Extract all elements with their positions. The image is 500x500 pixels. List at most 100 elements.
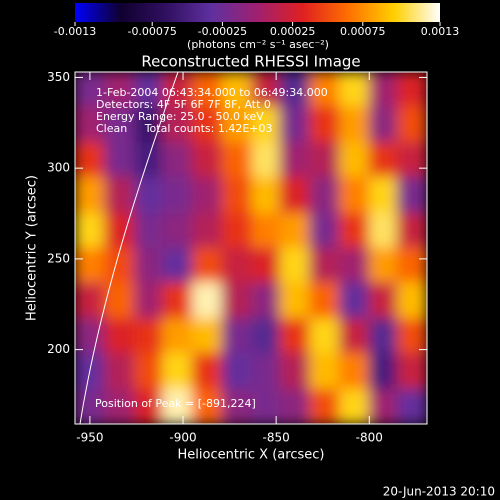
heatmap-cell [338, 318, 370, 354]
chart-title: Reconstructed RHESSI Image [141, 53, 360, 71]
heatmap-cell [309, 389, 340, 424]
heatmap-cell [251, 142, 281, 178]
heatmap-cell [309, 176, 340, 215]
heatmap-cell [396, 318, 427, 354]
heatmap-cell [221, 281, 253, 320]
heatmap-cell [75, 105, 106, 144]
heatmap-cells [75, 72, 427, 424]
heatmap-cell [279, 213, 311, 249]
annotations: 1-Feb-2004 06:43:34.000 to 06:49:34.000D… [96, 86, 328, 135]
heatmap-cell [251, 389, 281, 424]
annotation: Detectors: 4F 5F 6F 7F 8F, Att 0 [96, 98, 271, 111]
y-tick-label: 250 [47, 251, 70, 265]
heatmap-cell [338, 281, 370, 320]
heatmap-cell [396, 213, 427, 249]
heatmap-cell [309, 281, 340, 320]
heatmap-cell [396, 105, 427, 144]
heatmap-cell [368, 72, 398, 107]
heatmap-cell [368, 213, 398, 249]
heatmap-cell [134, 318, 164, 354]
heatmap-cell [368, 247, 398, 283]
heatmap-cell [396, 142, 427, 178]
colorbar-tick-label: -0.00075 [127, 25, 176, 38]
heatmap-cell [338, 389, 370, 424]
heatmap-cell [104, 318, 136, 354]
heatmap-cell [368, 352, 398, 391]
annotation: 1-Feb-2004 06:43:34.000 to 06:49:34.000 [96, 86, 328, 99]
heatmap-cell [191, 247, 223, 283]
heatmap-cell [191, 142, 223, 178]
heatmap-cell [191, 352, 223, 391]
heatmap-cell [338, 72, 370, 107]
plot-frame [74, 71, 428, 425]
heatmap-cell [251, 352, 281, 391]
y-tick-label: 300 [47, 161, 70, 175]
heatmap-cell [221, 318, 253, 354]
heatmap-cell [368, 389, 398, 424]
x-axis-label: Heliocentric X (arcsec) [178, 448, 325, 463]
heatmap-cell [309, 318, 340, 354]
y-tick-label: 200 [47, 342, 70, 356]
heatmap-cell [221, 72, 253, 107]
heatmap-cell [104, 213, 136, 249]
heatmap-cell [309, 72, 340, 107]
heatmap-cell [368, 318, 398, 354]
heatmap-cell [162, 105, 193, 144]
heatmap-cell [162, 389, 193, 424]
heatmap-cell [338, 105, 370, 144]
annotation: Energy Range: 25.0 - 50.0 keV [96, 110, 264, 123]
heatmap-cell [251, 247, 281, 283]
heatmap-cell [75, 176, 106, 215]
heatmap-cell [162, 281, 193, 320]
heatmap-cell [368, 142, 398, 178]
heatmap-cell [191, 176, 223, 215]
heatmap-cell [191, 281, 223, 320]
heatmap-cell [221, 142, 253, 178]
heatmap-cell [75, 281, 106, 320]
heatmap-cell [309, 142, 340, 178]
heatmap-cell [134, 281, 164, 320]
heatmap-cell [191, 318, 223, 354]
heatmap-cell [221, 105, 253, 144]
peak-label: Position of Peak = [-891,224] [95, 397, 256, 410]
heatmap-cell [338, 247, 370, 283]
heatmap-cell [104, 142, 136, 178]
heatmap-cell [191, 105, 223, 144]
heatmap-cell [368, 176, 398, 215]
heatmap-cell [251, 176, 281, 215]
heatmap-cell [191, 213, 223, 249]
heatmap-cell [221, 389, 253, 424]
heatmap-cell [279, 176, 311, 215]
heatmap-cell [396, 247, 427, 283]
heatmap-cell [75, 142, 106, 178]
heatmap-cell [104, 352, 136, 391]
heatmap-cell [368, 105, 398, 144]
heatmap-cell [134, 389, 164, 424]
heatmap-cell [396, 176, 427, 215]
colorbar-tick-label: -0.0013 [54, 25, 96, 38]
heatmap-cell [279, 142, 311, 178]
heatmap-cell [134, 142, 164, 178]
heatmap-cell [251, 213, 281, 249]
heatmap [75, 72, 427, 424]
heatmap-cell [279, 318, 311, 354]
heatmap-cell [279, 281, 311, 320]
heatmap-cell [309, 247, 340, 283]
y-tick-label: 350 [47, 70, 70, 84]
heatmap-cell [309, 105, 340, 144]
heatmap-cell [279, 389, 311, 424]
heatmap-cell [134, 72, 164, 107]
y-axis-label: Heliocentric Y (arcsec) [25, 175, 40, 321]
colorbar-tick-label: -0.00025 [198, 25, 247, 38]
heatmap-cell [162, 247, 193, 283]
heatmap-cell [104, 176, 136, 215]
heatmap-cell [221, 176, 253, 215]
heatmap-cell [191, 389, 223, 424]
x-tick-label: -900 [169, 431, 196, 445]
heatmap-cell [251, 105, 281, 144]
heatmap-cell [134, 105, 164, 144]
heatmap-cell [279, 105, 311, 144]
heatmap-cell [338, 176, 370, 215]
x-tick-label: -800 [356, 431, 383, 445]
